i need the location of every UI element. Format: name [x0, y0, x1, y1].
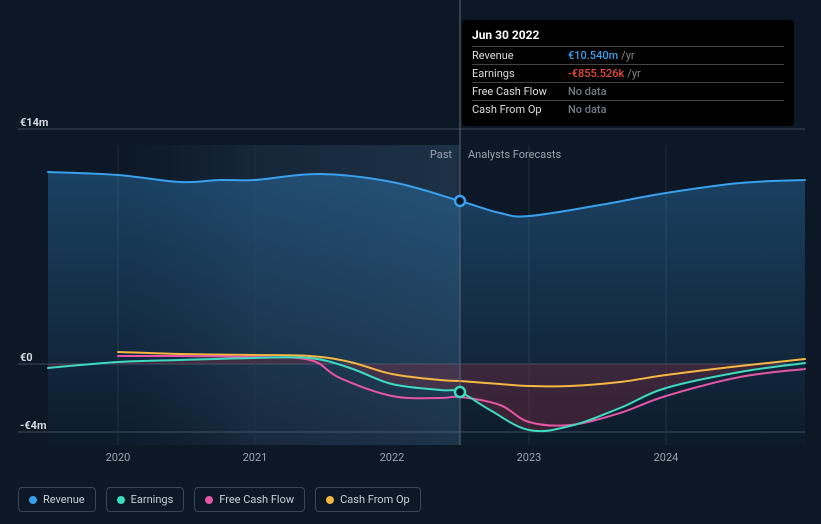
svg-text:2024: 2024: [654, 451, 679, 464]
svg-text:2023: 2023: [517, 451, 542, 464]
legend-dot-icon: [117, 496, 125, 504]
tooltip-row: Earnings-€855.526k/yr: [472, 64, 784, 82]
tooltip-row: Cash From OpNo data: [472, 100, 784, 118]
tooltip-metric-value: No data: [568, 85, 607, 98]
tooltip-suffix: /yr: [627, 67, 640, 80]
legend-item-cfo[interactable]: Cash From Op: [315, 487, 421, 512]
tooltip-metric-label: Free Cash Flow: [472, 85, 568, 98]
tooltip-metric-label: Earnings: [472, 67, 568, 80]
chart-legend: Revenue Earnings Free Cash Flow Cash From O…: [18, 487, 421, 512]
legend-item-revenue[interactable]: Revenue: [18, 487, 96, 512]
financials-chart: €14m €0 -€4m 2020 2021 2022 2023 2024 Past Analys…: [0, 0, 821, 524]
tooltip-row: Free Cash FlowNo data: [472, 82, 784, 100]
svg-text:€0: €0: [20, 351, 33, 364]
legend-label: Earnings: [131, 493, 174, 506]
svg-text:2021: 2021: [243, 451, 268, 464]
legend-dot-icon: [29, 496, 37, 504]
tooltip-metric-value: No data: [568, 103, 607, 116]
legend-label: Free Cash Flow: [219, 493, 294, 506]
legend-label: Revenue: [43, 493, 85, 506]
legend-item-fcf[interactable]: Free Cash Flow: [194, 487, 305, 512]
tooltip-date: Jun 30 2022: [472, 26, 784, 46]
tooltip-metric-label: Cash From Op: [472, 103, 568, 116]
tooltip-suffix: /yr: [621, 49, 634, 62]
svg-text:Analysts Forecasts: Analysts Forecasts: [468, 148, 562, 161]
tooltip-metric-label: Revenue: [472, 49, 568, 62]
svg-text:2022: 2022: [380, 451, 405, 464]
legend-label: Cash From Op: [340, 493, 410, 506]
tooltip-row: Revenue€10.540m/yr: [472, 46, 784, 64]
tooltip-metric-value: -€855.526k: [568, 67, 624, 80]
legend-dot-icon: [326, 496, 334, 504]
svg-text:2020: 2020: [106, 451, 131, 464]
svg-text:-€4m: -€4m: [20, 419, 47, 432]
svg-text:€14m: €14m: [20, 116, 48, 129]
legend-item-earnings[interactable]: Earnings: [106, 487, 185, 512]
svg-text:Past: Past: [430, 148, 453, 161]
legend-dot-icon: [205, 496, 213, 504]
chart-tooltip: Jun 30 2022 Revenue€10.540m/yrEarnings-€…: [462, 20, 794, 126]
tooltip-metric-value: €10.540m: [568, 49, 618, 62]
